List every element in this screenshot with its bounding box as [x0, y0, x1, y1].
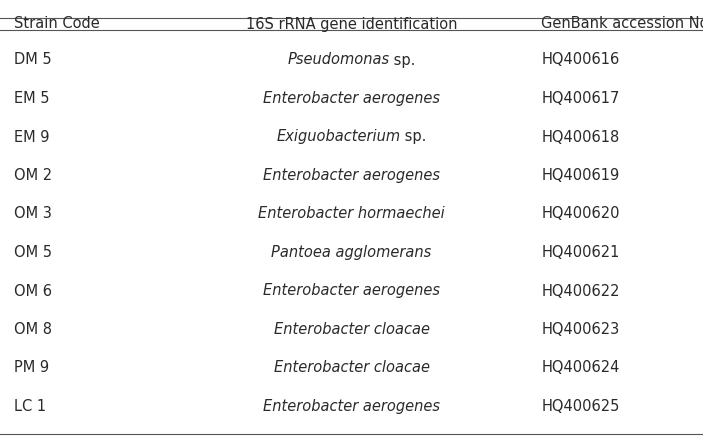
Text: OM 2: OM 2: [14, 168, 52, 183]
Text: HQ400620: HQ400620: [541, 206, 620, 222]
Text: OM 8: OM 8: [14, 322, 52, 337]
Text: HQ400616: HQ400616: [541, 53, 619, 67]
Text: HQ400621: HQ400621: [541, 245, 619, 260]
Text: EM 9: EM 9: [14, 129, 49, 145]
Text: sp.: sp.: [389, 53, 415, 67]
Text: HQ400619: HQ400619: [541, 168, 619, 183]
Text: Enterobacter aerogenes: Enterobacter aerogenes: [263, 399, 440, 414]
Text: OM 5: OM 5: [14, 245, 52, 260]
Text: Enterobacter cloacae: Enterobacter cloacae: [273, 322, 430, 337]
Text: DM 5: DM 5: [14, 53, 52, 67]
Text: Exiguobacterium: Exiguobacterium: [276, 129, 401, 145]
Text: Enterobacter aerogenes: Enterobacter aerogenes: [263, 168, 440, 183]
Text: HQ400625: HQ400625: [541, 399, 619, 414]
Text: HQ400618: HQ400618: [541, 129, 619, 145]
Text: Enterobacter aerogenes: Enterobacter aerogenes: [263, 284, 440, 298]
Text: PM 9: PM 9: [14, 360, 49, 376]
Text: EM 5: EM 5: [14, 91, 49, 106]
Text: GenBank accession No.: GenBank accession No.: [541, 17, 703, 32]
Text: HQ400623: HQ400623: [541, 322, 619, 337]
Text: Strain Code: Strain Code: [14, 17, 100, 32]
Text: HQ400624: HQ400624: [541, 360, 619, 376]
Text: OM 6: OM 6: [14, 284, 52, 298]
Text: LC 1: LC 1: [14, 399, 46, 414]
Text: OM 3: OM 3: [14, 206, 52, 222]
Text: HQ400617: HQ400617: [541, 91, 619, 106]
Text: Enterobacter hormaechei: Enterobacter hormaechei: [258, 206, 445, 222]
Text: Pantoea agglomerans: Pantoea agglomerans: [271, 245, 432, 260]
Text: Enterobacter cloacae: Enterobacter cloacae: [273, 360, 430, 376]
Text: Enterobacter aerogenes: Enterobacter aerogenes: [263, 91, 440, 106]
Text: HQ400622: HQ400622: [541, 284, 620, 298]
Text: sp.: sp.: [401, 129, 427, 145]
Text: 16S rRNA gene identification: 16S rRNA gene identification: [246, 17, 457, 32]
Text: Pseudomonas: Pseudomonas: [288, 53, 389, 67]
